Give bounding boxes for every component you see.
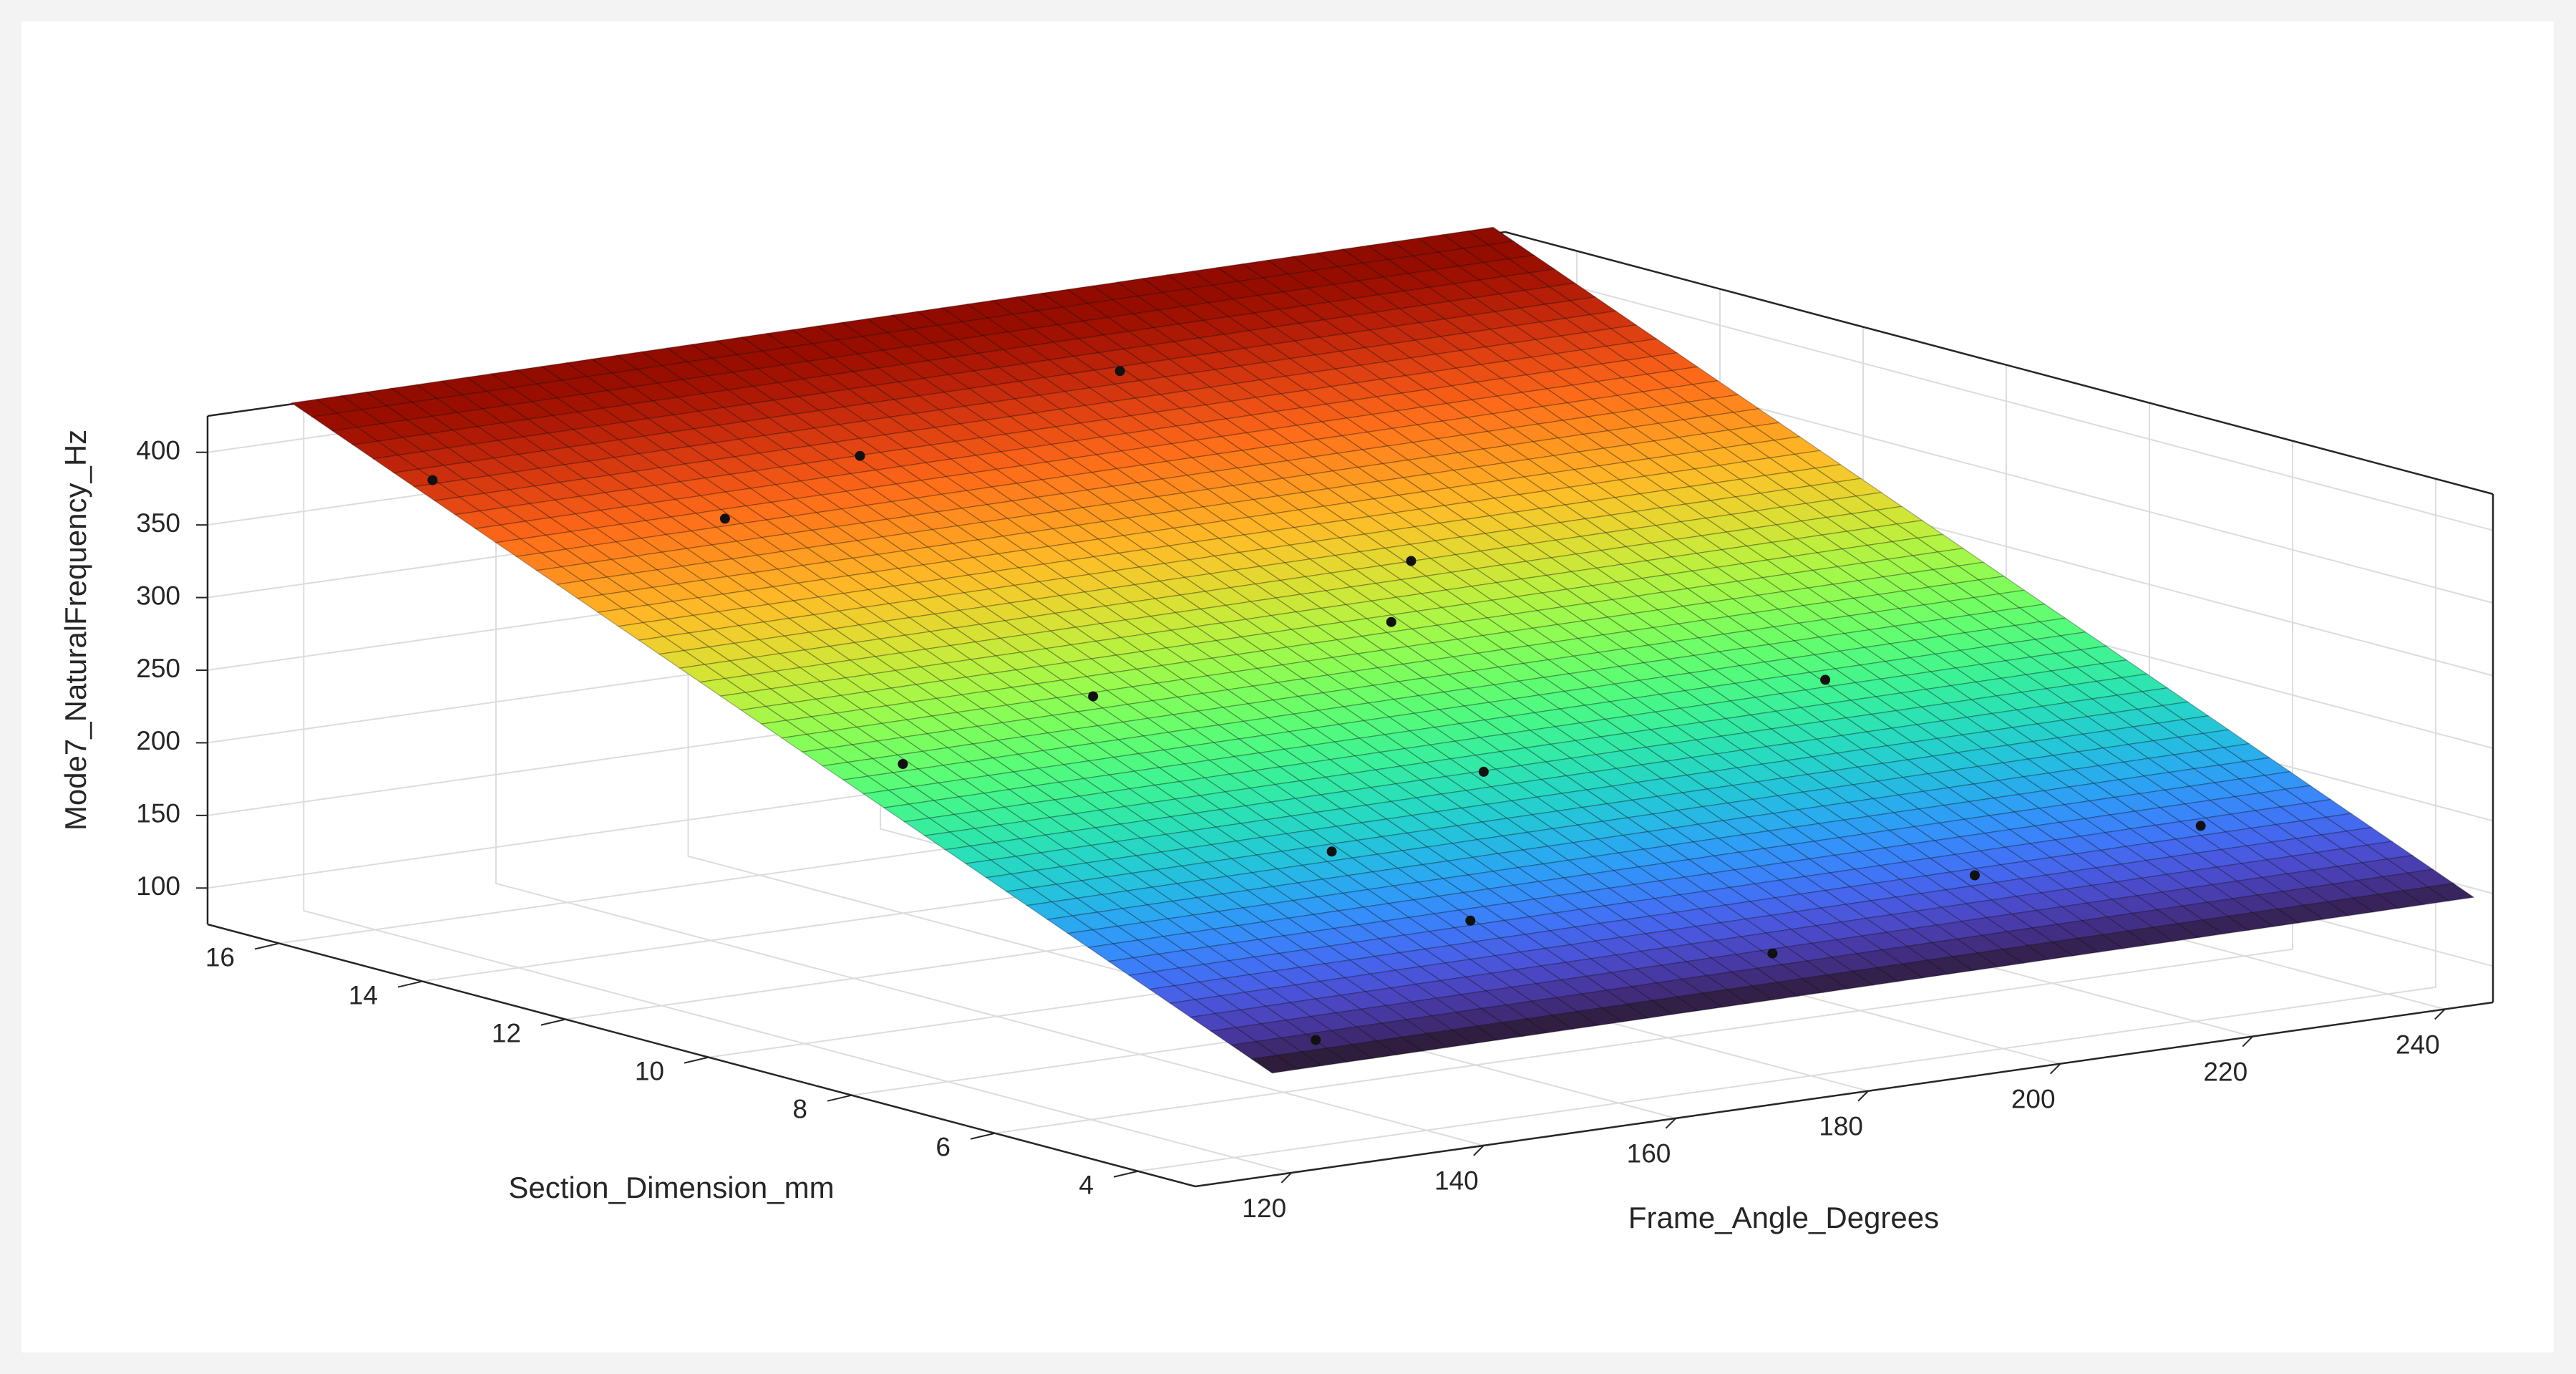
surface-patch bbox=[1957, 561, 2006, 581]
y-tick-mark bbox=[254, 942, 280, 950]
data-point bbox=[898, 759, 908, 769]
surface-patch bbox=[1711, 394, 1761, 413]
y-tick-mark bbox=[684, 1056, 709, 1064]
data-point bbox=[1478, 766, 1489, 777]
data-point bbox=[1970, 870, 1980, 881]
surface-patch bbox=[1569, 296, 1618, 316]
grid-line-x bbox=[303, 402, 1292, 1174]
data-point bbox=[1326, 846, 1337, 857]
surface-patch bbox=[1998, 589, 2046, 609]
y-tick-label: 14 bbox=[349, 980, 378, 1010]
y-tick-label: 16 bbox=[205, 942, 235, 972]
data-point bbox=[1406, 556, 1416, 566]
data-point bbox=[1820, 674, 1831, 685]
x-tick-mark bbox=[1280, 1172, 1293, 1184]
surface-patch bbox=[2426, 882, 2475, 902]
x-tick-label: 120 bbox=[1242, 1194, 1286, 1223]
surface-patch bbox=[1671, 366, 1719, 385]
y-tick-mark bbox=[970, 1132, 996, 1140]
grid-line-x bbox=[495, 374, 1484, 1146]
z-tick-label: 100 bbox=[136, 871, 180, 901]
data-point bbox=[427, 475, 438, 485]
y-tick-label: 10 bbox=[635, 1056, 664, 1085]
x-axis-label: Frame_Angle_Degrees bbox=[1628, 1201, 1939, 1234]
surface-patch bbox=[2018, 604, 2067, 623]
surface-patch bbox=[1651, 352, 1699, 372]
surface-patch bbox=[2100, 659, 2149, 679]
z-tick-label: 200 bbox=[136, 726, 180, 755]
grid-line-y bbox=[994, 440, 2293, 1134]
surface-patch bbox=[1814, 464, 1862, 483]
data-point bbox=[1767, 948, 1778, 959]
data-point bbox=[719, 513, 730, 524]
surface-patch bbox=[1855, 492, 1903, 511]
surface-patch bbox=[1630, 338, 1678, 357]
surface-patch bbox=[1773, 436, 1822, 455]
tick-labels: 100 150 200 250 300 350 400 120 140 160 180 200 220 2… bbox=[136, 435, 2446, 1223]
x-tick-label: 220 bbox=[2203, 1057, 2247, 1086]
surface-patch bbox=[1610, 324, 1658, 344]
axis-box-edge bbox=[1505, 231, 2494, 495]
surface-patch bbox=[1916, 533, 1965, 553]
x-tick-label: 200 bbox=[2011, 1084, 2056, 1113]
data-point bbox=[1386, 616, 1396, 627]
z-tick-label: 250 bbox=[136, 654, 180, 683]
x-tick-label: 180 bbox=[1819, 1111, 1863, 1141]
y-tick-mark bbox=[397, 980, 423, 988]
data-point bbox=[855, 450, 865, 461]
grid-line-y bbox=[1137, 478, 2436, 1172]
data-point bbox=[1311, 1035, 1321, 1045]
y-tick-mark bbox=[540, 1018, 566, 1026]
data-point bbox=[2195, 821, 2206, 831]
y-tick-label: 8 bbox=[792, 1094, 807, 1123]
data-points bbox=[427, 366, 2206, 1045]
x-tick-label: 140 bbox=[1434, 1166, 1479, 1196]
fitted-surface bbox=[290, 226, 2475, 1074]
data-point bbox=[1088, 691, 1099, 702]
axis-box-edge bbox=[207, 923, 1196, 1188]
y-tick-label: 6 bbox=[935, 1132, 951, 1161]
data-point bbox=[1114, 366, 1125, 377]
axis-box-edge bbox=[1195, 1001, 2494, 1188]
x-tick-label: 240 bbox=[2396, 1030, 2440, 1059]
surface-patch bbox=[1895, 520, 1944, 539]
surface-patch bbox=[2120, 673, 2169, 692]
z-tick-label: 350 bbox=[136, 508, 180, 538]
surface-patch bbox=[1507, 254, 1556, 274]
data-point bbox=[1465, 915, 1476, 926]
surface-patch bbox=[2202, 729, 2251, 748]
x-tick-mark bbox=[2434, 1008, 2446, 1020]
x-tick-mark bbox=[2049, 1063, 2061, 1075]
surface-patch bbox=[2059, 632, 2108, 651]
y-tick-label: 4 bbox=[1079, 1171, 1094, 1200]
x-tick-label: 160 bbox=[1627, 1139, 1671, 1169]
x-tick-mark bbox=[1665, 1118, 1677, 1129]
plot-panel: 100 150 200 250 300 350 400 120 140 160 180 200 220 2… bbox=[21, 21, 2554, 1353]
surface-patch bbox=[2141, 687, 2189, 707]
surface-patch bbox=[1467, 226, 1515, 246]
surface-patch bbox=[1875, 505, 1924, 525]
surface-patch bbox=[2161, 701, 2210, 720]
z-tick-label: 300 bbox=[136, 581, 180, 610]
x-tick-mark bbox=[2242, 1035, 2253, 1048]
y-tick-label: 12 bbox=[492, 1018, 521, 1048]
surface-patch bbox=[1752, 422, 1802, 441]
surface-patch bbox=[1527, 268, 1577, 288]
x-tick-mark bbox=[1473, 1145, 1484, 1156]
y-axis-label: Section_Dimension_mm bbox=[508, 1171, 834, 1204]
x-tick-mark bbox=[1857, 1090, 1869, 1102]
y-tick-mark bbox=[827, 1094, 852, 1102]
z-tick-label: 400 bbox=[136, 435, 180, 465]
surface-plot: 100 150 200 250 300 350 400 120 140 160 180 200 220 2… bbox=[59, 226, 2494, 1234]
z-axis-label: Mode7_NaturalFrequency_Hz bbox=[59, 430, 92, 831]
y-tick-mark bbox=[1113, 1170, 1139, 1178]
z-tick-label: 150 bbox=[136, 799, 180, 828]
